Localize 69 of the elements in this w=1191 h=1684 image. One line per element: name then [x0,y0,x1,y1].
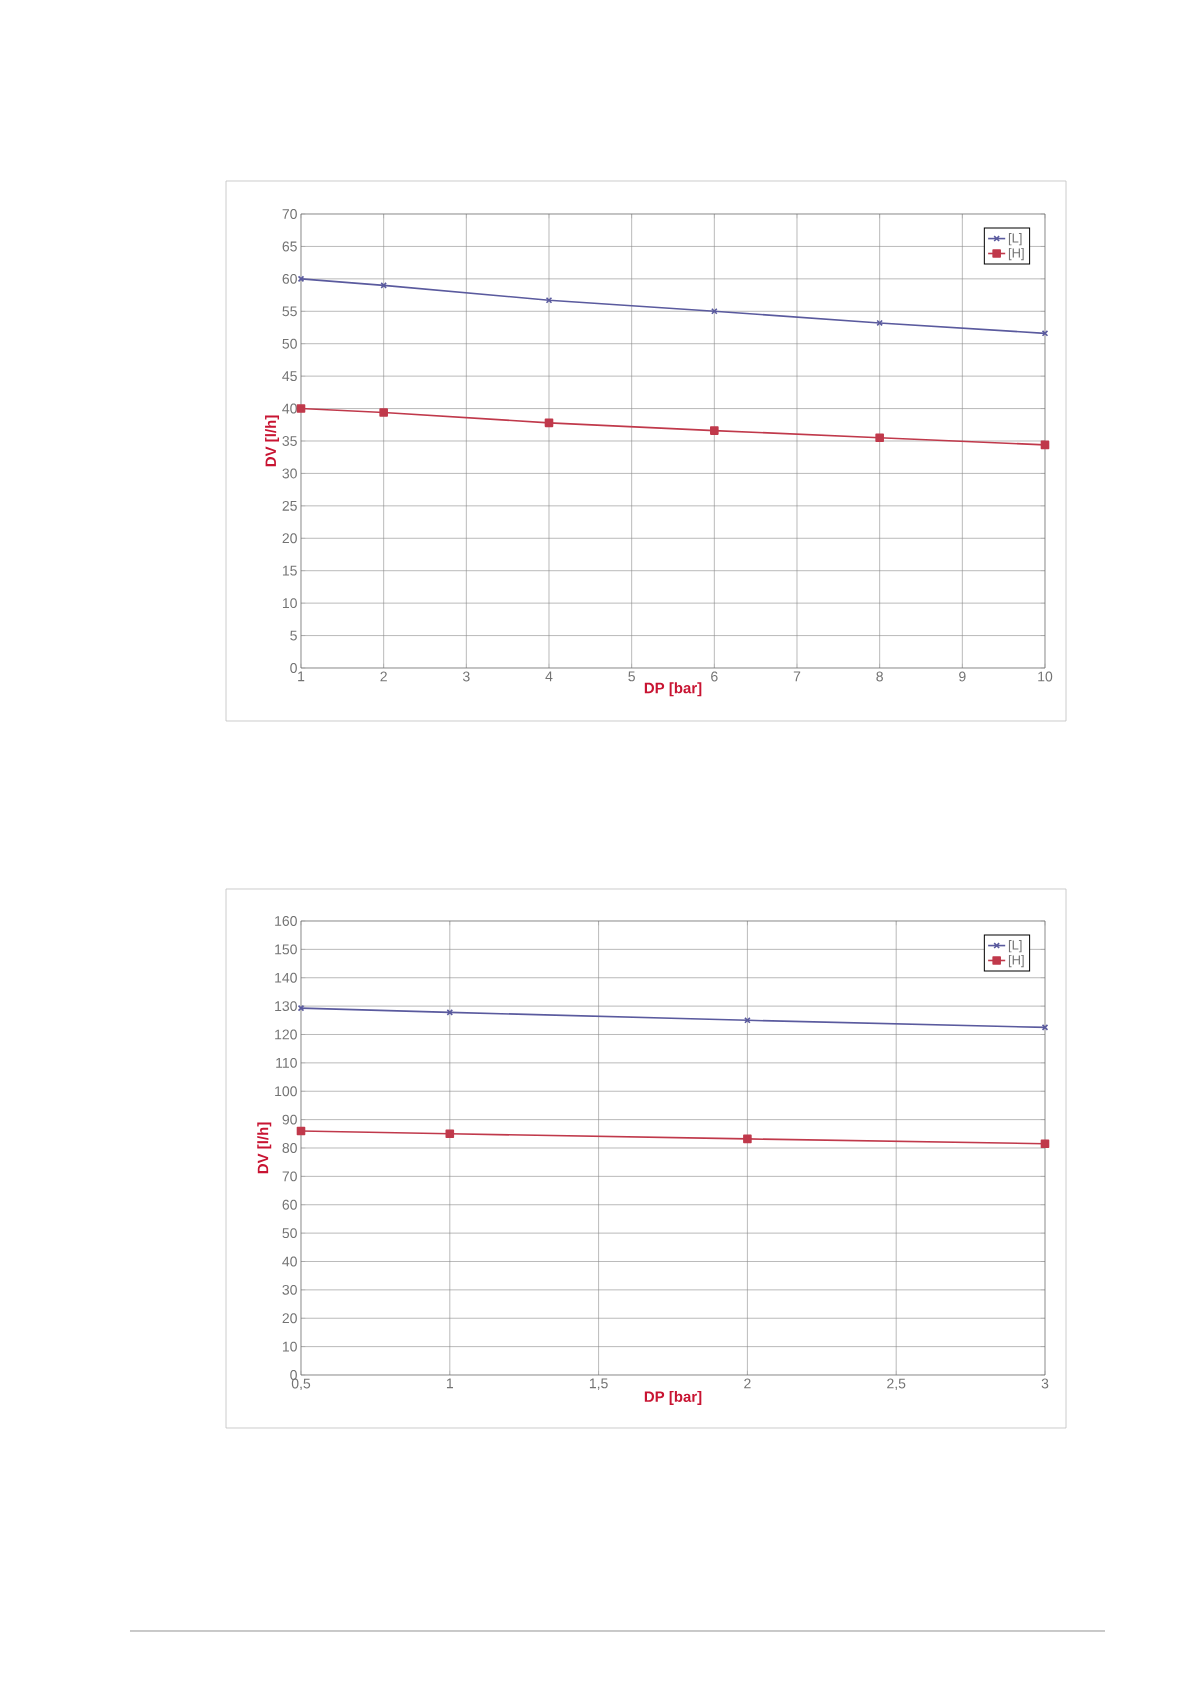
y-tick-label: 160 [275,916,297,926]
x-tick-label: 1,5 [589,1378,608,1390]
point [743,1134,752,1144]
point [710,426,719,435]
y-tick-label: 50 [282,338,297,349]
x-axis-title: DP [bar] [644,682,702,697]
y-tick-label: 15 [282,565,297,576]
y-tick-label: 30 [282,1284,297,1295]
x-tick-label: 5 [628,671,635,682]
x-tick-label: 2 [380,671,387,682]
x-tick-label: 2,5 [887,1378,906,1391]
point [544,418,554,428]
y-axis-title: DV [l/h] [265,415,280,467]
point [445,1129,455,1139]
y-tick-label: 120 [275,1029,297,1040]
y-tick-label: 60 [282,1199,297,1210]
y-tick-label: 30 [282,468,297,479]
y-tick-label: 90 [282,1114,297,1125]
y-tick-label: 25 [282,500,297,511]
x-tick-label: 3 [462,671,470,682]
point [1040,1139,1050,1149]
y-tick-label: 20 [282,1313,297,1324]
y-axis-title: DV [l/h] [257,1122,272,1174]
y-tick-label: 45 [282,371,297,382]
x-tick-label: 1 [298,671,305,682]
x-tick-label: 10 [1038,671,1053,682]
x-tick-label: 6 [711,671,718,682]
point [380,282,387,289]
y-tick-label: 40 [282,1256,297,1267]
legend-label: [H] [1008,248,1024,261]
y-tick-label: 35 [282,436,297,446]
y-tick-label: 140 [275,972,297,983]
y-tick-label: 70 [282,209,297,219]
y-tick-label: 70 [282,1171,297,1182]
x-tick-label: 0,5 [291,1378,311,1391]
point [379,408,388,417]
x-tick-label: 8 [876,671,883,682]
y-tick-label: 80 [282,1143,297,1153]
y-tick-label: 50 [282,1228,297,1239]
y-tick-label: 110 [276,1057,297,1068]
y-tick-label: 0 [290,1370,297,1380]
x-tick-label: 4 [545,671,553,682]
point [711,308,718,315]
y-tick-label: 5 [290,630,297,641]
x-tick-label: 7 [793,671,801,682]
y-tick-label: 20 [282,533,297,544]
y-tick-label: 40 [282,403,297,414]
y-tick-label: 55 [282,306,297,317]
legend-label: [L] [1008,940,1022,953]
point [296,404,306,413]
x-tick-label: 9 [959,671,966,682]
y-tick-label: 10 [282,1341,297,1352]
x-tick-label: 2 [744,1378,751,1389]
point [875,433,884,443]
legend-label: [H] [1008,955,1024,968]
y-tick-label: 130 [275,1001,297,1012]
point [1040,440,1050,450]
x-tick-label: 1 [446,1378,454,1389]
point [296,1126,306,1136]
y-tick-label: 10 [282,598,297,609]
x-axis-title: DP [bar] [644,1390,702,1405]
y-tick-label: 150 [275,944,297,955]
x-tick-label: 3 [1041,1378,1049,1389]
y-tick-label: 60 [282,273,297,284]
y-tick-label: 100 [275,1086,297,1097]
point [744,1017,751,1024]
y-tick-label: 0 [290,663,297,673]
y-tick-label: 65 [282,241,297,252]
legend-label: [L] [1008,233,1022,246]
